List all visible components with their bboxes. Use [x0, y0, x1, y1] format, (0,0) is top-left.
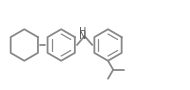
Text: N: N	[79, 31, 86, 41]
Text: H: H	[79, 27, 86, 37]
